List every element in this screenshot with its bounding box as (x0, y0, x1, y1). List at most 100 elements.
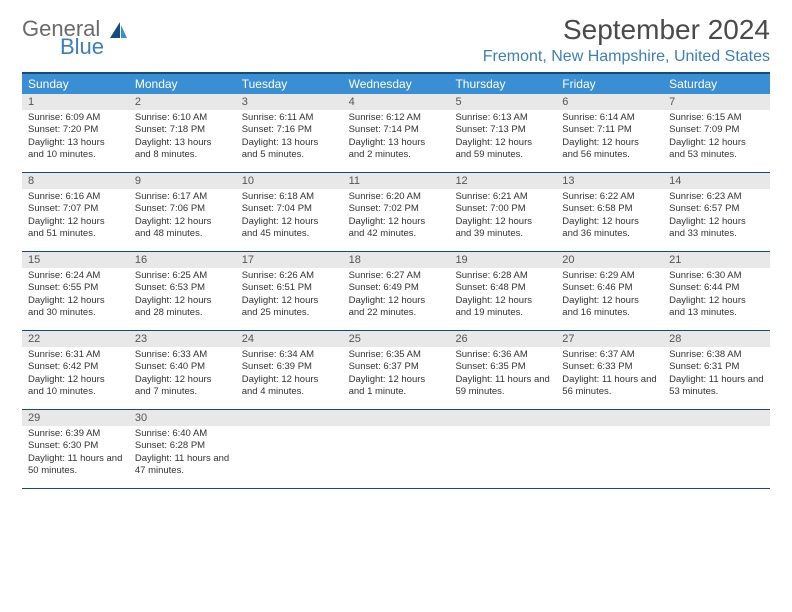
day-cell: 25Sunrise: 6:35 AMSunset: 6:37 PMDayligh… (343, 331, 450, 409)
day-number: 15 (22, 252, 129, 268)
day-number (343, 410, 450, 426)
day-number: 29 (22, 410, 129, 426)
day-cell: 3Sunrise: 6:11 AMSunset: 7:16 PMDaylight… (236, 94, 343, 172)
day-header-cell: Friday (556, 74, 663, 94)
day-number: 1 (22, 94, 129, 110)
day-details: Sunrise: 6:31 AMSunset: 6:42 PMDaylight:… (22, 347, 129, 402)
day-cell: 20Sunrise: 6:29 AMSunset: 6:46 PMDayligh… (556, 252, 663, 330)
day-cell: 14Sunrise: 6:23 AMSunset: 6:57 PMDayligh… (663, 173, 770, 251)
week-row: 22Sunrise: 6:31 AMSunset: 6:42 PMDayligh… (22, 331, 770, 410)
day-details: Sunrise: 6:23 AMSunset: 6:57 PMDaylight:… (663, 189, 770, 244)
day-cell: 26Sunrise: 6:36 AMSunset: 6:35 PMDayligh… (449, 331, 556, 409)
day-cell: 6Sunrise: 6:14 AMSunset: 7:11 PMDaylight… (556, 94, 663, 172)
day-details: Sunrise: 6:18 AMSunset: 7:04 PMDaylight:… (236, 189, 343, 244)
day-cell: 1Sunrise: 6:09 AMSunset: 7:20 PMDaylight… (22, 94, 129, 172)
day-details: Sunrise: 6:27 AMSunset: 6:49 PMDaylight:… (343, 268, 450, 323)
sail-icon (108, 20, 128, 47)
day-cell (236, 410, 343, 488)
page-title: September 2024 (483, 14, 770, 46)
day-cell: 16Sunrise: 6:25 AMSunset: 6:53 PMDayligh… (129, 252, 236, 330)
logo: General Blue (22, 14, 128, 58)
day-number: 25 (343, 331, 450, 347)
day-header-cell: Monday (129, 74, 236, 94)
day-details: Sunrise: 6:33 AMSunset: 6:40 PMDaylight:… (129, 347, 236, 402)
day-details: Sunrise: 6:37 AMSunset: 6:33 PMDaylight:… (556, 347, 663, 402)
day-details: Sunrise: 6:28 AMSunset: 6:48 PMDaylight:… (449, 268, 556, 323)
day-number: 19 (449, 252, 556, 268)
day-details: Sunrise: 6:12 AMSunset: 7:14 PMDaylight:… (343, 110, 450, 165)
day-number: 7 (663, 94, 770, 110)
day-number: 21 (663, 252, 770, 268)
day-header-cell: Wednesday (343, 74, 450, 94)
day-cell (343, 410, 450, 488)
day-cell: 10Sunrise: 6:18 AMSunset: 7:04 PMDayligh… (236, 173, 343, 251)
day-number: 13 (556, 173, 663, 189)
day-details: Sunrise: 6:30 AMSunset: 6:44 PMDaylight:… (663, 268, 770, 323)
day-cell: 9Sunrise: 6:17 AMSunset: 7:06 PMDaylight… (129, 173, 236, 251)
day-cell: 12Sunrise: 6:21 AMSunset: 7:00 PMDayligh… (449, 173, 556, 251)
day-number: 16 (129, 252, 236, 268)
day-details: Sunrise: 6:22 AMSunset: 6:58 PMDaylight:… (556, 189, 663, 244)
logo-text-blue: Blue (60, 36, 104, 58)
day-number: 6 (556, 94, 663, 110)
day-cell: 27Sunrise: 6:37 AMSunset: 6:33 PMDayligh… (556, 331, 663, 409)
day-number: 11 (343, 173, 450, 189)
day-cell: 22Sunrise: 6:31 AMSunset: 6:42 PMDayligh… (22, 331, 129, 409)
day-number: 5 (449, 94, 556, 110)
day-details: Sunrise: 6:36 AMSunset: 6:35 PMDaylight:… (449, 347, 556, 402)
day-number: 22 (22, 331, 129, 347)
day-cell (449, 410, 556, 488)
week-row: 29Sunrise: 6:39 AMSunset: 6:30 PMDayligh… (22, 410, 770, 489)
day-details: Sunrise: 6:40 AMSunset: 6:28 PMDaylight:… (129, 426, 236, 481)
day-number (449, 410, 556, 426)
day-details: Sunrise: 6:13 AMSunset: 7:13 PMDaylight:… (449, 110, 556, 165)
day-details: Sunrise: 6:25 AMSunset: 6:53 PMDaylight:… (129, 268, 236, 323)
day-cell: 8Sunrise: 6:16 AMSunset: 7:07 PMDaylight… (22, 173, 129, 251)
day-details: Sunrise: 6:20 AMSunset: 7:02 PMDaylight:… (343, 189, 450, 244)
day-cell: 13Sunrise: 6:22 AMSunset: 6:58 PMDayligh… (556, 173, 663, 251)
day-number: 14 (663, 173, 770, 189)
day-number: 2 (129, 94, 236, 110)
day-cell: 5Sunrise: 6:13 AMSunset: 7:13 PMDaylight… (449, 94, 556, 172)
day-number: 23 (129, 331, 236, 347)
day-details: Sunrise: 6:39 AMSunset: 6:30 PMDaylight:… (22, 426, 129, 481)
day-number: 27 (556, 331, 663, 347)
day-header-cell: Thursday (449, 74, 556, 94)
day-number: 26 (449, 331, 556, 347)
day-number: 30 (129, 410, 236, 426)
day-number: 4 (343, 94, 450, 110)
day-header-cell: Tuesday (236, 74, 343, 94)
day-cell: 11Sunrise: 6:20 AMSunset: 7:02 PMDayligh… (343, 173, 450, 251)
day-number (236, 410, 343, 426)
day-number: 8 (22, 173, 129, 189)
day-number: 28 (663, 331, 770, 347)
location-text: Fremont, New Hampshire, United States (483, 48, 770, 66)
calendar: SundayMondayTuesdayWednesdayThursdayFrid… (22, 72, 770, 489)
day-details: Sunrise: 6:26 AMSunset: 6:51 PMDaylight:… (236, 268, 343, 323)
day-cell: 17Sunrise: 6:26 AMSunset: 6:51 PMDayligh… (236, 252, 343, 330)
day-details: Sunrise: 6:17 AMSunset: 7:06 PMDaylight:… (129, 189, 236, 244)
week-row: 15Sunrise: 6:24 AMSunset: 6:55 PMDayligh… (22, 252, 770, 331)
day-cell (556, 410, 663, 488)
day-cell: 15Sunrise: 6:24 AMSunset: 6:55 PMDayligh… (22, 252, 129, 330)
day-cell: 19Sunrise: 6:28 AMSunset: 6:48 PMDayligh… (449, 252, 556, 330)
day-details: Sunrise: 6:24 AMSunset: 6:55 PMDaylight:… (22, 268, 129, 323)
day-number: 9 (129, 173, 236, 189)
week-row: 1Sunrise: 6:09 AMSunset: 7:20 PMDaylight… (22, 94, 770, 173)
day-number (556, 410, 663, 426)
day-header-cell: Saturday (663, 74, 770, 94)
day-number: 3 (236, 94, 343, 110)
day-details: Sunrise: 6:10 AMSunset: 7:18 PMDaylight:… (129, 110, 236, 165)
day-number: 18 (343, 252, 450, 268)
day-cell: 18Sunrise: 6:27 AMSunset: 6:49 PMDayligh… (343, 252, 450, 330)
day-number: 17 (236, 252, 343, 268)
day-number: 10 (236, 173, 343, 189)
day-details: Sunrise: 6:11 AMSunset: 7:16 PMDaylight:… (236, 110, 343, 165)
day-number: 12 (449, 173, 556, 189)
day-details: Sunrise: 6:09 AMSunset: 7:20 PMDaylight:… (22, 110, 129, 165)
day-number: 24 (236, 331, 343, 347)
day-cell: 23Sunrise: 6:33 AMSunset: 6:40 PMDayligh… (129, 331, 236, 409)
day-details: Sunrise: 6:35 AMSunset: 6:37 PMDaylight:… (343, 347, 450, 402)
day-details: Sunrise: 6:14 AMSunset: 7:11 PMDaylight:… (556, 110, 663, 165)
week-row: 8Sunrise: 6:16 AMSunset: 7:07 PMDaylight… (22, 173, 770, 252)
